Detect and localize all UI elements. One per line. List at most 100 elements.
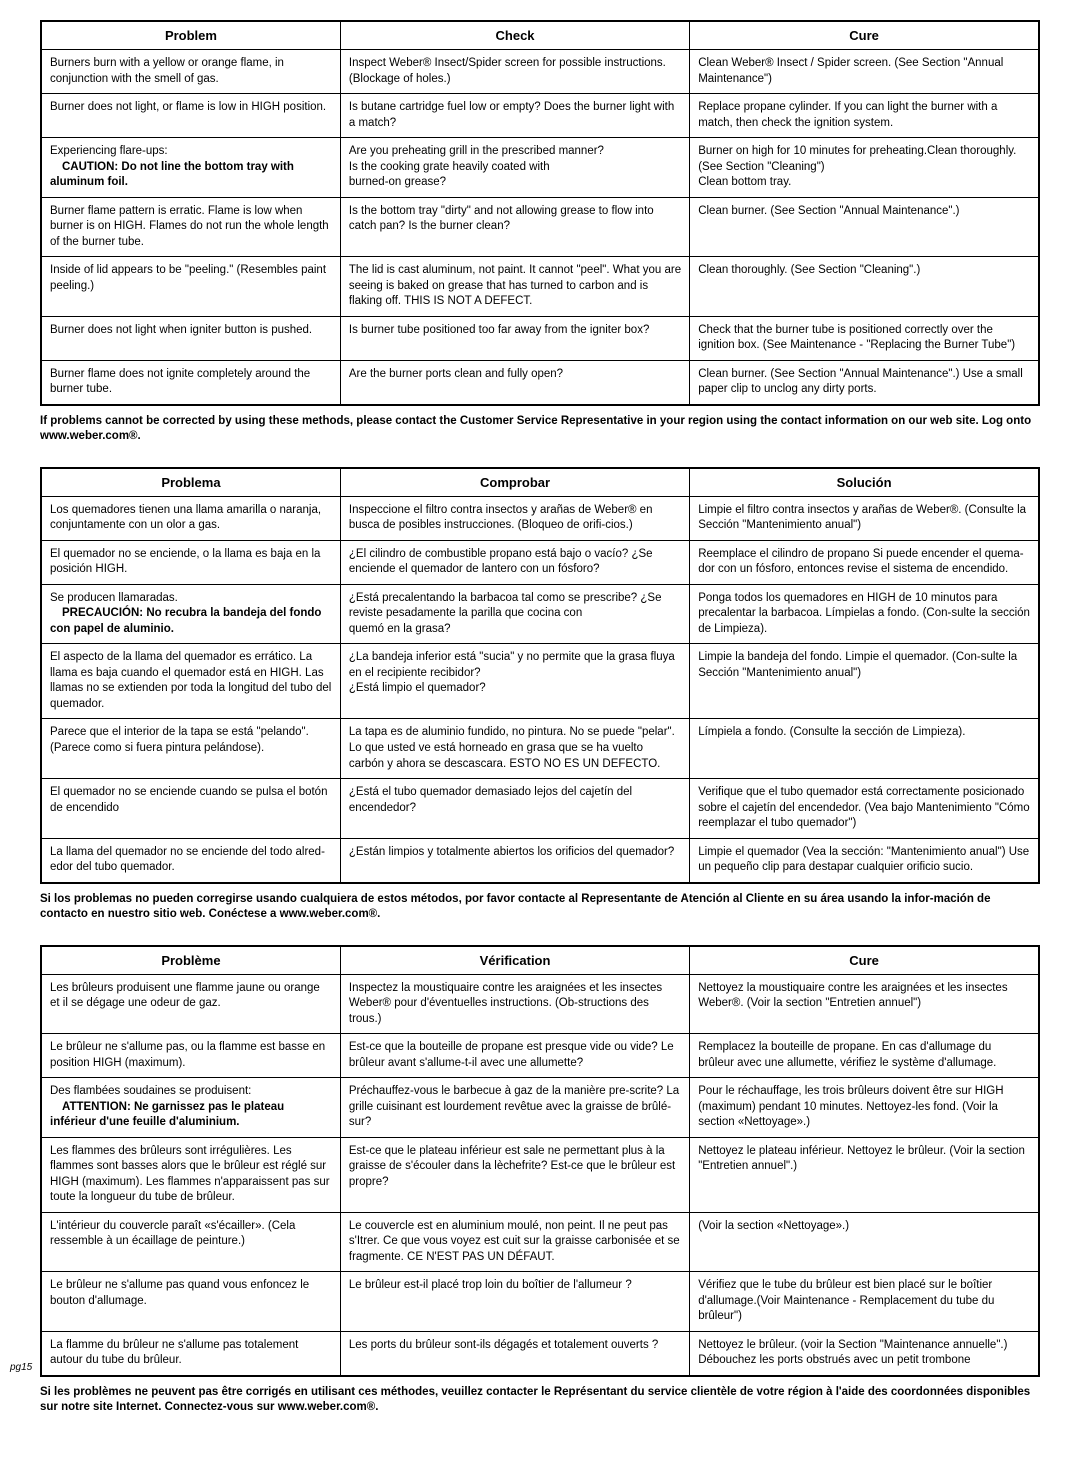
col-header: Check bbox=[340, 21, 689, 50]
table-header-row: Problema Comprobar Solución bbox=[41, 468, 1039, 497]
col-header: Problème bbox=[41, 946, 340, 975]
table-row: Inside of lid appears to be "peeling." (… bbox=[41, 257, 1039, 317]
cell-check: ¿La bandeja inferior está "sucia" y no p… bbox=[340, 644, 689, 719]
cell-cure: Limpie la bandeja del fondo. Limpie el q… bbox=[690, 644, 1039, 719]
table-header-row: Problem Check Cure bbox=[41, 21, 1039, 50]
table-row: Parece que el interior de la tapa se est… bbox=[41, 719, 1039, 779]
table-row: Burners burn with a yellow or orange ﬂam… bbox=[41, 50, 1039, 94]
table-row: Se producen llamaradas. PRECAUCIÓN: No r… bbox=[41, 584, 1039, 644]
cell-check: Le brûleur est-il placé trop loin du boî… bbox=[340, 1272, 689, 1332]
cell-cure: Clean burner. (See Section "Annual Maint… bbox=[690, 360, 1039, 405]
troubleshooting-table-es: Problema Comprobar Solución Los quemador… bbox=[40, 467, 1040, 884]
cell-problem: La ﬂamme du brûleur ne s'allume pas tota… bbox=[41, 1331, 340, 1376]
cell-cure: Reemplace el cilindro de propano Si pued… bbox=[690, 540, 1039, 584]
cell-check: ¿Están limpios y totalmente abiertos los… bbox=[340, 838, 689, 883]
table-row: L'intérieur du couvercle paraît «s'écail… bbox=[41, 1212, 1039, 1272]
troubleshooting-table-fr: Problème Vérification Cure Les brûleurs … bbox=[40, 945, 1040, 1377]
table-row: La llama del quemador no se enciende del… bbox=[41, 838, 1039, 883]
cell-cure: Clean Weber® Insect / Spider screen. (Se… bbox=[690, 50, 1039, 94]
cell-problem: Le brûleur ne s'allume pas, ou la ﬂamme … bbox=[41, 1034, 340, 1078]
cell-cure: Burner on high for 10 minutes for prehea… bbox=[690, 138, 1039, 198]
cell-problem: El aspecto de la llama del quemador es e… bbox=[41, 644, 340, 719]
cell-problem: Burner does not light, or ﬂame is low in… bbox=[41, 94, 340, 138]
cell-check: Le couvercle est en aluminium moulé, non… bbox=[340, 1212, 689, 1272]
cell-problem: Le brûleur ne s'allume pas quand vous en… bbox=[41, 1272, 340, 1332]
cell-cure: Veriﬁque que el tubo quemador está corre… bbox=[690, 779, 1039, 839]
col-header: Comprobar bbox=[340, 468, 689, 497]
col-header: Solución bbox=[690, 468, 1039, 497]
table-row: Des ﬂambées soudaines se produisent: ATT… bbox=[41, 1078, 1039, 1138]
table-row: Los quemadores tienen una llama amarilla… bbox=[41, 496, 1039, 540]
cell-check: Est-ce que la bouteille de propane est p… bbox=[340, 1034, 689, 1078]
cell-check: Is the bottom tray "dirty" and not allow… bbox=[340, 197, 689, 257]
cell-check: La tapa es de aluminio fundido, no pintu… bbox=[340, 719, 689, 779]
table-row: Le brûleur ne s'allume pas quand vous en… bbox=[41, 1272, 1039, 1332]
col-header: Cure bbox=[690, 946, 1039, 975]
table-row: Burner does not light, or ﬂame is low in… bbox=[41, 94, 1039, 138]
cell-check: Inspect Weber® Insect/Spider screen for … bbox=[340, 50, 689, 94]
troubleshooting-table-en: Problem Check Cure Burners burn with a y… bbox=[40, 20, 1040, 406]
cell-problem: Parece que el interior de la tapa se est… bbox=[41, 719, 340, 779]
cell-problem: Se producen llamaradas. PRECAUCIÓN: No r… bbox=[41, 584, 340, 644]
caution-text: CAUTION: Do not line the bottom tray wit… bbox=[50, 161, 294, 189]
col-header: Problem bbox=[41, 21, 340, 50]
cell-problem: Des ﬂambées soudaines se produisent: ATT… bbox=[41, 1078, 340, 1138]
table-row: Le brûleur ne s'allume pas, ou la ﬂamme … bbox=[41, 1034, 1039, 1078]
col-header: Vérification bbox=[340, 946, 689, 975]
footnote-fr: Si les problèmes ne peuvent pas être cor… bbox=[40, 1385, 1040, 1416]
table-row: El quemador no se enciende, o la llama e… bbox=[41, 540, 1039, 584]
table-row: Burner does not light when igniter butto… bbox=[41, 316, 1039, 360]
cell-problem: Les brûleurs produisent une ﬂamme jaune … bbox=[41, 974, 340, 1034]
cell-cure: Check that the burner tube is positioned… bbox=[690, 316, 1039, 360]
cell-check: Est-ce que le plateau inférieur est sale… bbox=[340, 1137, 689, 1212]
footnote-en: If problems cannot be corrected by using… bbox=[40, 414, 1040, 445]
cell-check: Les ports du brûleur sont-ils dégagés et… bbox=[340, 1331, 689, 1376]
problem-text: Se producen llamaradas. bbox=[50, 592, 178, 604]
table-row: La ﬂamme du brûleur ne s'allume pas tota… bbox=[41, 1331, 1039, 1376]
cell-check: Is burner tube positioned too far away f… bbox=[340, 316, 689, 360]
cell-check: Inspeccione el ﬁltro contra insectos y a… bbox=[340, 496, 689, 540]
cell-cure: Clean burner. (See Section "Annual Maint… bbox=[690, 197, 1039, 257]
cell-check: Inspectez la moustiquaire contre les ara… bbox=[340, 974, 689, 1034]
cell-cure: Límpiela a fondo. (Consulte la sección d… bbox=[690, 719, 1039, 779]
cell-problem: Inside of lid appears to be "peeling." (… bbox=[41, 257, 340, 317]
problem-text: Experiencing ﬂare-ups: bbox=[50, 145, 168, 157]
cell-check: Is butane cartridge fuel low or empty? D… bbox=[340, 94, 689, 138]
cell-cure: Replace propane cylinder. If you can lig… bbox=[690, 94, 1039, 138]
table-row: Burner ﬂame does not ignite completely a… bbox=[41, 360, 1039, 405]
cell-check: ¿El cilindro de combustible propano está… bbox=[340, 540, 689, 584]
table-row: El aspecto de la llama del quemador es e… bbox=[41, 644, 1039, 719]
cell-cure: Vériﬁez que le tube du brûleur est bien … bbox=[690, 1272, 1039, 1332]
table-row: El quemador no se enciende cuando se pul… bbox=[41, 779, 1039, 839]
table-row: Experiencing ﬂare-ups: CAUTION: Do not l… bbox=[41, 138, 1039, 198]
cell-cure: Nettoyez la moustiquaire contre les arai… bbox=[690, 974, 1039, 1034]
cell-check: Are you preheating grill in the prescrib… bbox=[340, 138, 689, 198]
cell-problem: Burner ﬂame does not ignite completely a… bbox=[41, 360, 340, 405]
cell-problem: Les ﬂammes des brûleurs sont irrégulière… bbox=[41, 1137, 340, 1212]
cell-problem: Experiencing ﬂare-ups: CAUTION: Do not l… bbox=[41, 138, 340, 198]
cell-cure: (Voir la section «Nettoyage».) bbox=[690, 1212, 1039, 1272]
cell-check: ¿Está precalentando la barbacoa tal como… bbox=[340, 584, 689, 644]
caution-text: PRECAUCIÓN: No recubra la bandeja del fo… bbox=[50, 607, 321, 635]
table-header-row: Problème Vérification Cure bbox=[41, 946, 1039, 975]
cell-problem: Los quemadores tienen una llama amarilla… bbox=[41, 496, 340, 540]
cell-check: Are the burner ports clean and fully ope… bbox=[340, 360, 689, 405]
caution-text: ATTENTION: Ne garnissez pas le plateau i… bbox=[50, 1101, 284, 1129]
cell-cure: Nettoyez le plateau inférieur. Nettoyez … bbox=[690, 1137, 1039, 1212]
cell-cure: Ponga todos los quemadores en HIGH de 10… bbox=[690, 584, 1039, 644]
problem-text: Des ﬂambées soudaines se produisent: bbox=[50, 1085, 251, 1097]
cell-problem: El quemador no se enciende cuando se pul… bbox=[41, 779, 340, 839]
cell-check: The lid is cast aluminum, not paint. It … bbox=[340, 257, 689, 317]
cell-cure: Pour le réchauffage, les trois brûleurs … bbox=[690, 1078, 1039, 1138]
cell-cure: Clean thoroughly. (See Section "Cleaning… bbox=[690, 257, 1039, 317]
col-header: Cure bbox=[690, 21, 1039, 50]
footnote-es: Si los problemas no pueden corregirse us… bbox=[40, 892, 1040, 923]
cell-check: Préchauffez-vous le barbecue à gaz de la… bbox=[340, 1078, 689, 1138]
page-number: pg15 bbox=[10, 1362, 32, 1373]
cell-cure: Limpie el quemador (Vea la sección: "Man… bbox=[690, 838, 1039, 883]
cell-problem: El quemador no se enciende, o la llama e… bbox=[41, 540, 340, 584]
col-header: Problema bbox=[41, 468, 340, 497]
cell-cure: Nettoyez le brûleur. (voir la Section "M… bbox=[690, 1331, 1039, 1376]
cell-problem: Burners burn with a yellow or orange ﬂam… bbox=[41, 50, 340, 94]
cell-problem: Burner does not light when igniter butto… bbox=[41, 316, 340, 360]
